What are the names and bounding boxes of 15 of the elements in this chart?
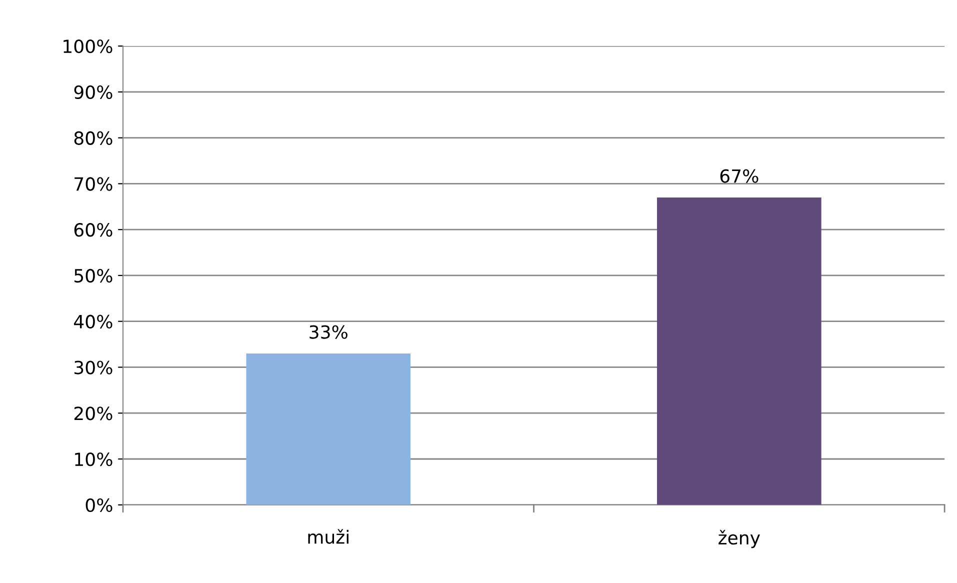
x-tick-label: ženy <box>718 530 760 548</box>
data-label: 33% <box>310 325 348 339</box>
y-tick-label: 80% <box>74 131 112 145</box>
y-tick-label: 90% <box>74 85 112 100</box>
y-tick-label: 100% <box>64 40 112 54</box>
data-label: 67% <box>720 169 758 183</box>
y-tick-label: 20% <box>74 406 112 420</box>
x-tick-label: muži <box>308 529 348 544</box>
y-tick-label: 50% <box>74 268 112 283</box>
y-tick-label: 60% <box>74 223 112 237</box>
y-tick-label: 10% <box>75 452 112 466</box>
y-tick-label: 30% <box>74 360 112 374</box>
y-tick-label: 0% <box>86 498 112 512</box>
y-tick-label: 70% <box>74 177 112 191</box>
y-tick-label: 40% <box>74 314 112 328</box>
